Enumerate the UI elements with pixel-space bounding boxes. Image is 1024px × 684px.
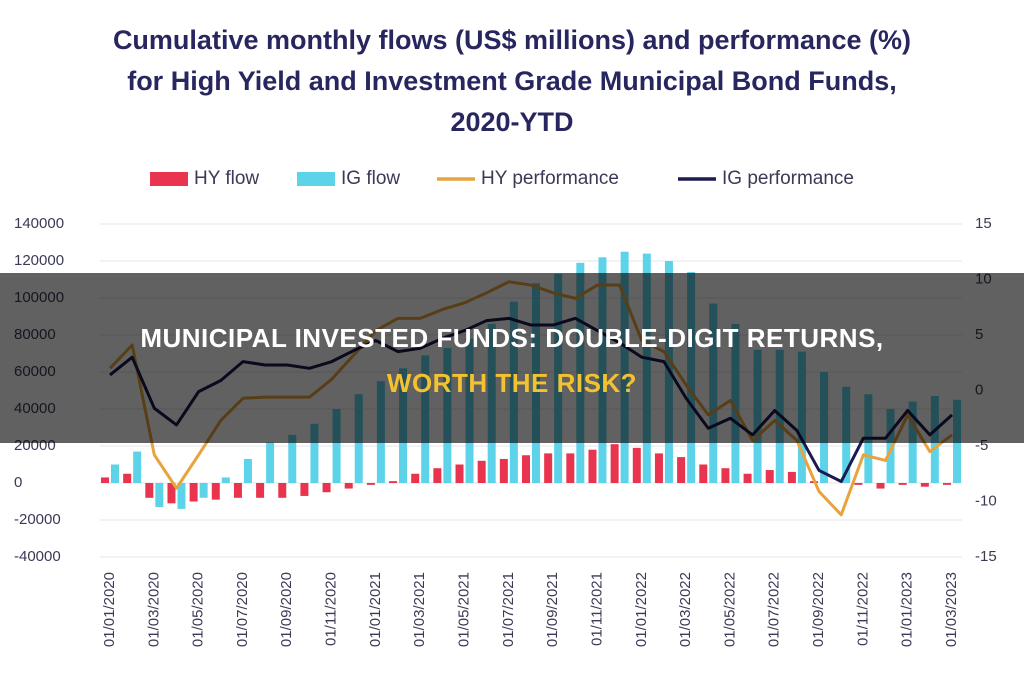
bar — [310, 423, 319, 483]
bar — [610, 444, 619, 483]
bar — [499, 458, 508, 483]
x-tick-label: 01/03/2023 — [943, 572, 960, 647]
x-tick-label: 01/11/2020 — [323, 572, 340, 646]
y2-tick-label: 15 — [975, 215, 992, 232]
x-tick-label: 01/03/2022 — [677, 572, 694, 647]
x-tick-label: 01/05/2021 — [455, 572, 472, 647]
bar — [199, 483, 208, 498]
x-tick-label: 01/03/2021 — [411, 572, 428, 647]
x-tick-label: 01/01/2021 — [367, 572, 384, 647]
x-tick-label: 01/05/2020 — [190, 572, 207, 647]
bar — [389, 481, 398, 483]
bar — [544, 453, 553, 483]
bar — [588, 449, 597, 483]
bar — [278, 483, 287, 498]
bar — [886, 409, 895, 483]
bar — [943, 483, 951, 485]
bar — [477, 460, 486, 483]
legend-label: HY flow — [194, 168, 259, 189]
bar — [266, 442, 275, 483]
y2-tick-label: -10 — [975, 492, 997, 509]
bar — [787, 471, 796, 483]
y-tick-label: -20000 — [14, 511, 61, 528]
x-tick-label: 01/07/2022 — [766, 572, 783, 647]
bar — [344, 483, 353, 489]
x-tick-label: 01/11/2021 — [588, 572, 605, 646]
bar — [111, 464, 119, 483]
bar — [366, 483, 375, 485]
bar — [322, 483, 331, 493]
bar — [411, 473, 420, 483]
x-tick-label: 01/05/2022 — [721, 572, 738, 647]
banner-line: WORTH THE RISK? — [386, 368, 638, 398]
legend-swatch — [150, 172, 188, 186]
bar — [243, 458, 252, 483]
banner: MUNICIPAL INVESTED FUNDS: DOUBLE-DIGIT R… — [0, 273, 1024, 443]
y-tick-label: -40000 — [14, 548, 61, 565]
x-tick-label: 01/03/2020 — [145, 572, 162, 647]
bar — [256, 483, 265, 498]
bar — [167, 483, 176, 504]
bar — [288, 434, 297, 483]
bar — [455, 464, 464, 483]
bar — [743, 473, 752, 483]
legend-label: IG performance — [722, 168, 854, 189]
bar — [721, 468, 730, 483]
bar — [854, 483, 863, 485]
bar — [233, 483, 242, 498]
bar — [433, 468, 442, 483]
x-tick-label: 01/01/2020 — [101, 572, 118, 647]
legend-label: HY performance — [481, 168, 619, 189]
x-tick-label: 01/01/2022 — [633, 572, 650, 647]
bar — [133, 451, 142, 483]
bar — [101, 477, 109, 483]
bar — [300, 483, 309, 496]
bar — [920, 483, 929, 487]
x-tick-label: 01/07/2021 — [500, 572, 517, 647]
banner-line: MUNICIPAL INVESTED FUNDS: DOUBLE-DIGIT R… — [140, 323, 884, 353]
legend-label: IG flow — [341, 168, 400, 189]
x-tick-label: 01/07/2020 — [234, 572, 251, 647]
bar — [189, 483, 198, 502]
bar — [876, 483, 885, 489]
bar — [699, 464, 708, 483]
bar — [211, 483, 220, 500]
bar — [654, 453, 663, 483]
bar — [522, 455, 530, 483]
bar — [632, 447, 641, 483]
chart-title: Cumulative monthly flows (US$ millions) … — [112, 25, 912, 137]
bar — [332, 409, 341, 483]
x-tick-label: 01/11/2022 — [854, 572, 871, 646]
bar — [145, 483, 154, 498]
legend-swatch — [297, 172, 335, 186]
bar — [123, 473, 132, 483]
x-tick-label: 01/01/2023 — [899, 572, 916, 647]
x-tick-label: 01/09/2021 — [544, 572, 561, 647]
y-tick-label: 120000 — [14, 252, 64, 269]
y2-tick-label: -15 — [975, 548, 997, 565]
y-tick-label: 140000 — [14, 215, 64, 232]
x-tick-label: 01/09/2022 — [810, 572, 827, 647]
bar — [765, 470, 774, 483]
bar — [221, 477, 230, 483]
bar — [155, 483, 164, 508]
bar — [566, 453, 575, 483]
bar — [898, 483, 907, 485]
bar — [677, 457, 686, 483]
x-tick-label: 01/09/2020 — [278, 572, 295, 647]
bar — [177, 483, 186, 509]
y-tick-label: 0 — [14, 474, 22, 491]
